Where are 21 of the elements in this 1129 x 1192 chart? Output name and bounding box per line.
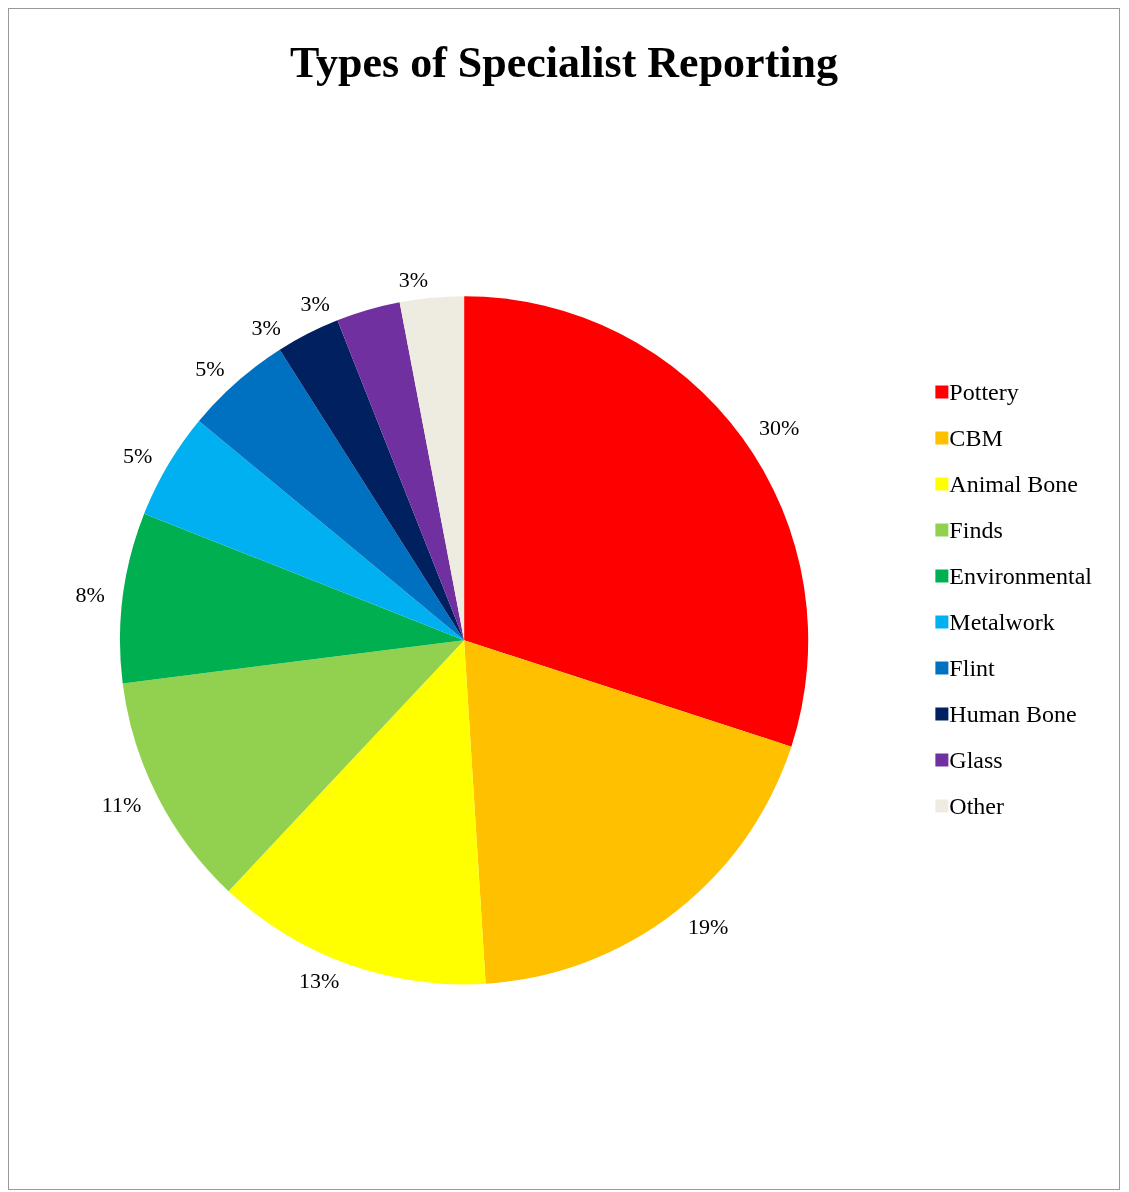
data-label: 19% <box>688 913 729 939</box>
legend-label: Environmental <box>949 563 1093 589</box>
legend-label: Metalwork <box>949 609 1055 635</box>
legend-label: Glass <box>949 747 1003 773</box>
data-label: 3% <box>398 267 429 293</box>
data-label: 5% <box>123 443 153 469</box>
legend-label: CBM <box>949 425 1003 451</box>
data-label: 3% <box>300 291 330 317</box>
data-label: 3% <box>251 315 281 341</box>
data-label: 5% <box>195 356 225 382</box>
legend-label: Flint <box>949 655 996 681</box>
data-label: 11% <box>101 792 142 818</box>
data-label: 30% <box>759 414 800 440</box>
data-label: 13% <box>299 968 340 994</box>
legend-label: Pottery <box>949 379 1019 405</box>
legend-label: Other <box>949 793 1005 819</box>
chart-title: Types of Specialist Reporting <box>290 37 838 87</box>
legend-label: Finds <box>949 517 1003 543</box>
data-label: 8% <box>75 582 105 608</box>
legend-label: Human Bone <box>949 701 1077 727</box>
legend-label: Animal Bone <box>949 471 1079 497</box>
